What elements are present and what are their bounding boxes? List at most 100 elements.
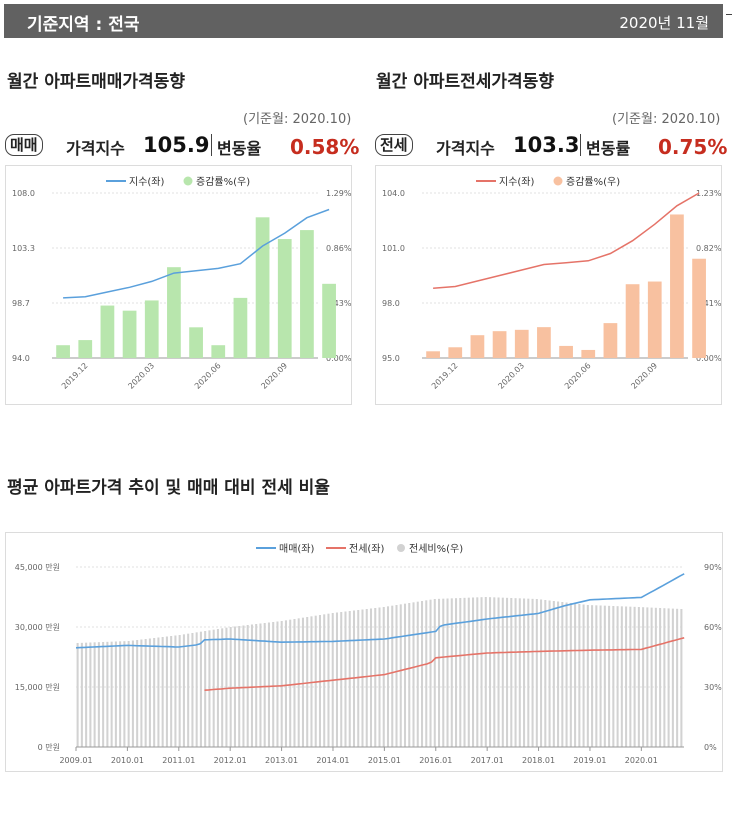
ratio-bar xyxy=(391,605,394,747)
ratio-bar xyxy=(403,603,407,747)
change-bar xyxy=(514,329,529,358)
ratio-bar xyxy=(608,605,611,747)
change-bar xyxy=(78,340,93,358)
ratio-bar xyxy=(472,597,475,747)
ratio-bar xyxy=(582,604,585,747)
ratio-bar xyxy=(569,603,572,747)
ratio-bar xyxy=(131,640,134,747)
y-left-tick: 103.3 xyxy=(12,244,35,253)
ratio-bar xyxy=(369,608,373,747)
ratio-bar xyxy=(284,620,287,747)
y-right-tick: 30% xyxy=(704,683,722,692)
ratio-bar xyxy=(633,606,636,747)
ratio-bar xyxy=(255,624,258,747)
y-left-tick: 30,000 만원 xyxy=(15,623,60,632)
ratio-bar xyxy=(123,641,126,747)
sale-rate-value: 0.58% xyxy=(290,135,360,159)
ratio-bar xyxy=(459,598,462,747)
ratio-bar xyxy=(165,636,168,747)
ratio-bar xyxy=(272,622,275,747)
ratio-bar xyxy=(591,605,594,747)
x-tick-label: 2020.09 xyxy=(259,361,289,391)
ratio-bar xyxy=(233,626,236,747)
y-left-tick: 101.0 xyxy=(382,244,405,253)
change-bar xyxy=(167,267,181,358)
change-bar xyxy=(426,351,440,358)
ratio-bar xyxy=(429,599,432,747)
y-right-tick: 60% xyxy=(704,623,722,632)
legend-bar-swatch xyxy=(553,176,563,186)
x-tick-label: 2019.12 xyxy=(430,361,460,391)
ratio-bar xyxy=(297,618,300,747)
ratio-bar xyxy=(625,606,628,747)
change-bar xyxy=(625,284,640,358)
change-bar xyxy=(233,297,248,358)
x-tick-label: 2009.01 xyxy=(59,756,92,765)
sale-chart-box: 지수(좌) 증감률%(우) 108.0 103.3 98.7 94.0 1.29% 0.86%… xyxy=(5,165,352,405)
x-tick-label: 2010.01 xyxy=(111,756,144,765)
ratio-bar xyxy=(416,601,419,747)
y-left-tick: 94.0 xyxy=(12,354,30,363)
ratio-bar xyxy=(544,600,547,747)
index-line xyxy=(433,192,700,290)
ratio-bar xyxy=(76,643,79,747)
ratio-bar xyxy=(595,605,598,747)
ratio-bar xyxy=(450,598,453,747)
ratio-bar xyxy=(229,627,232,747)
ratio-bar xyxy=(680,609,683,747)
change-bar xyxy=(100,305,115,358)
y-left-tick: 98.0 xyxy=(382,299,400,308)
ratio-bar xyxy=(467,597,470,747)
ratio-bar xyxy=(144,639,147,747)
y-right-tick: 0.86% xyxy=(326,244,351,253)
change-bar xyxy=(189,327,203,358)
ratio-bar xyxy=(195,632,198,747)
legend-sale-label: 매매(좌) xyxy=(279,543,315,555)
ratio-bar xyxy=(510,598,513,747)
legend-change-label: 증감률%(우) xyxy=(566,176,620,188)
report-date: 2020년 11월 xyxy=(619,14,709,32)
y-left-tick: 98.7 xyxy=(12,299,30,308)
ratio-bar xyxy=(97,642,100,747)
y-right-tick: 1.29% xyxy=(326,189,351,198)
ratio-bar xyxy=(174,635,177,747)
ratio-bar xyxy=(642,607,645,747)
y-left-tick: 104.0 xyxy=(382,189,405,198)
sale-index-value: 105.9 xyxy=(143,133,210,157)
x-tick-label: 2015.01 xyxy=(368,756,401,765)
ratio-bar xyxy=(654,607,657,747)
index-line xyxy=(63,208,330,299)
ratio-bar xyxy=(263,623,266,747)
ratio-bar xyxy=(357,610,360,747)
ratio-bar xyxy=(484,597,487,747)
ratio-bar xyxy=(442,598,445,747)
ratio-bar xyxy=(646,607,649,747)
jeonse-chart: 지수(좌) 증감률%(우) 104.0 101.0 98.0 95.0 1.23% 0.82%… xyxy=(382,176,722,391)
change-bar xyxy=(581,349,596,358)
ratio-bar xyxy=(204,631,207,747)
ratio-bar xyxy=(221,628,224,747)
x-tick-label: 2012.01 xyxy=(214,756,247,765)
ratio-bar xyxy=(531,598,534,747)
ratio-bar xyxy=(246,625,249,747)
jeonse-rate-label: 변동률 xyxy=(586,139,631,158)
ratio-bar xyxy=(574,603,577,747)
y-right-tick: 0.00% xyxy=(326,354,351,363)
x-tick-label: 2019.01 xyxy=(573,756,606,765)
ratio-bar xyxy=(365,609,368,747)
y-right-tick: 0% xyxy=(704,743,717,752)
change-bar xyxy=(300,230,314,358)
sale-price-line xyxy=(75,573,685,649)
change-bar xyxy=(559,345,573,358)
ratio-bar xyxy=(289,619,292,747)
jeonse-basis-month: (기준월: 2020.10) xyxy=(612,112,721,127)
ratio-bar xyxy=(148,638,151,747)
ratio-bar xyxy=(659,608,662,747)
ratio-bar xyxy=(191,633,194,747)
sale-basis-month: (기준월: 2020.10) xyxy=(243,112,352,127)
change-bar xyxy=(144,300,159,358)
x-tick-label: 2013.01 xyxy=(265,756,298,765)
ratio-bar xyxy=(412,602,415,747)
ratio-bar xyxy=(212,629,215,747)
trend-chart: 매매(좌) 전세(좌) 전세비%(우) 45,000 만원 30,000 만원 15,00… xyxy=(15,543,722,765)
